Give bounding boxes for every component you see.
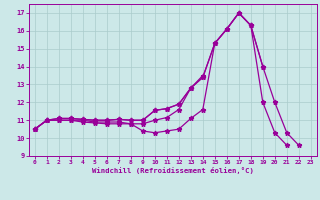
X-axis label: Windchill (Refroidissement éolien,°C): Windchill (Refroidissement éolien,°C) [92, 167, 254, 174]
